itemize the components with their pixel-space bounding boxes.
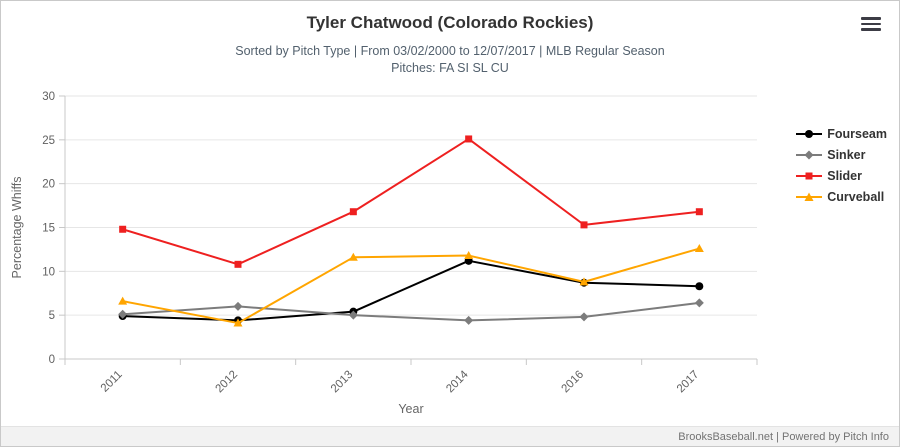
data-point-slider <box>580 221 588 229</box>
series-line-slider <box>122 137 700 266</box>
chart-title: Tyler Chatwood (Colorado Rockies) <box>306 13 594 32</box>
data-point-fourseam <box>695 282 704 291</box>
data-point-sinker <box>464 315 474 325</box>
square-marker-icon <box>796 172 823 180</box>
data-point-sinker <box>694 298 704 308</box>
data-point-sinker <box>579 312 589 322</box>
data-point-slider <box>349 208 357 216</box>
plot-area: 0 5 10 15 20 25 30 2011 2012 2013 2014 2016 2017 Year… <box>7 79 777 424</box>
legend-label: Fourseam <box>827 127 887 141</box>
hamburger-bar <box>861 22 881 26</box>
y-tick-label: 5 <box>49 310 55 322</box>
legend-item-curveball[interactable]: Curveball <box>796 190 887 204</box>
legend-label: Sinker <box>827 148 866 162</box>
y-tick-label: 30 <box>42 91 55 103</box>
legend-item-slider[interactable]: Slider <box>796 169 887 183</box>
chart-subtitle-line1: Sorted by Pitch Type | From 03/02/2000 t… <box>235 44 665 58</box>
triangle-marker-icon <box>796 192 823 201</box>
data-point-sinker <box>348 310 358 320</box>
series-line-curveball <box>122 247 700 325</box>
x-axis-title: Year <box>398 402 423 416</box>
circle-marker-icon <box>796 130 823 138</box>
y-tick-label: 20 <box>42 179 55 191</box>
data-point-slider <box>119 225 127 233</box>
y-tick-label: 0 <box>49 354 55 366</box>
diamond-marker-icon <box>796 150 823 160</box>
series-line-fourseam <box>122 259 700 322</box>
hamburger-icon[interactable] <box>859 13 885 35</box>
data-point-slider <box>465 135 473 143</box>
chart-legend: Fourseam Sinker Slider Curveball <box>796 127 887 204</box>
legend-label: Curveball <box>827 190 885 204</box>
data-point-slider <box>695 208 703 216</box>
x-tick-label: 2013 <box>329 369 356 396</box>
x-tick-label: 2017 <box>675 369 702 396</box>
data-point-curveball <box>464 251 474 260</box>
footer-credit: BrooksBaseball.net | Powered by Pitch In… <box>678 430 889 443</box>
data-point-curveball <box>579 277 589 286</box>
hamburger-bar <box>861 28 881 31</box>
chart-subtitle-line2: Pitches: FA SI SL CU <box>391 61 509 75</box>
x-tick-label: 2012 <box>214 369 241 396</box>
data-point-curveball <box>118 296 128 305</box>
data-point-slider <box>234 260 242 268</box>
series-line-sinker <box>122 301 700 322</box>
x-tick-label: 2014 <box>444 368 471 395</box>
chart-subtitle: Sorted by Pitch Type | From 03/02/2000 t… <box>1 43 899 77</box>
x-tick-label: 2011 <box>99 369 125 395</box>
x-tick-label: 2016 <box>560 369 587 396</box>
data-point-curveball <box>233 318 243 327</box>
line-chart-svg: 0 5 10 15 20 25 30 2011 2012 2013 2014 2016 2017 Year… <box>10 91 758 416</box>
chart-header: Tyler Chatwood (Colorado Rockies) Sorted… <box>1 1 899 77</box>
data-point-sinker <box>118 309 128 319</box>
y-tick-label: 15 <box>42 223 55 235</box>
data-point-curveball <box>694 244 704 253</box>
hamburger-bar <box>861 17 881 20</box>
y-axis-title: Percentage Whiffs <box>10 177 24 279</box>
legend-item-fourseam[interactable]: Fourseam <box>796 127 887 141</box>
y-tick-label: 25 <box>42 135 55 147</box>
y-tick-label: 10 <box>42 266 55 278</box>
footer-bar: BrooksBaseball.net | Powered by Pitch In… <box>1 426 899 446</box>
legend-label: Slider <box>827 169 862 183</box>
data-point-sinker <box>233 301 243 311</box>
legend-item-sinker[interactable]: Sinker <box>796 148 887 162</box>
data-point-curveball <box>348 252 358 261</box>
